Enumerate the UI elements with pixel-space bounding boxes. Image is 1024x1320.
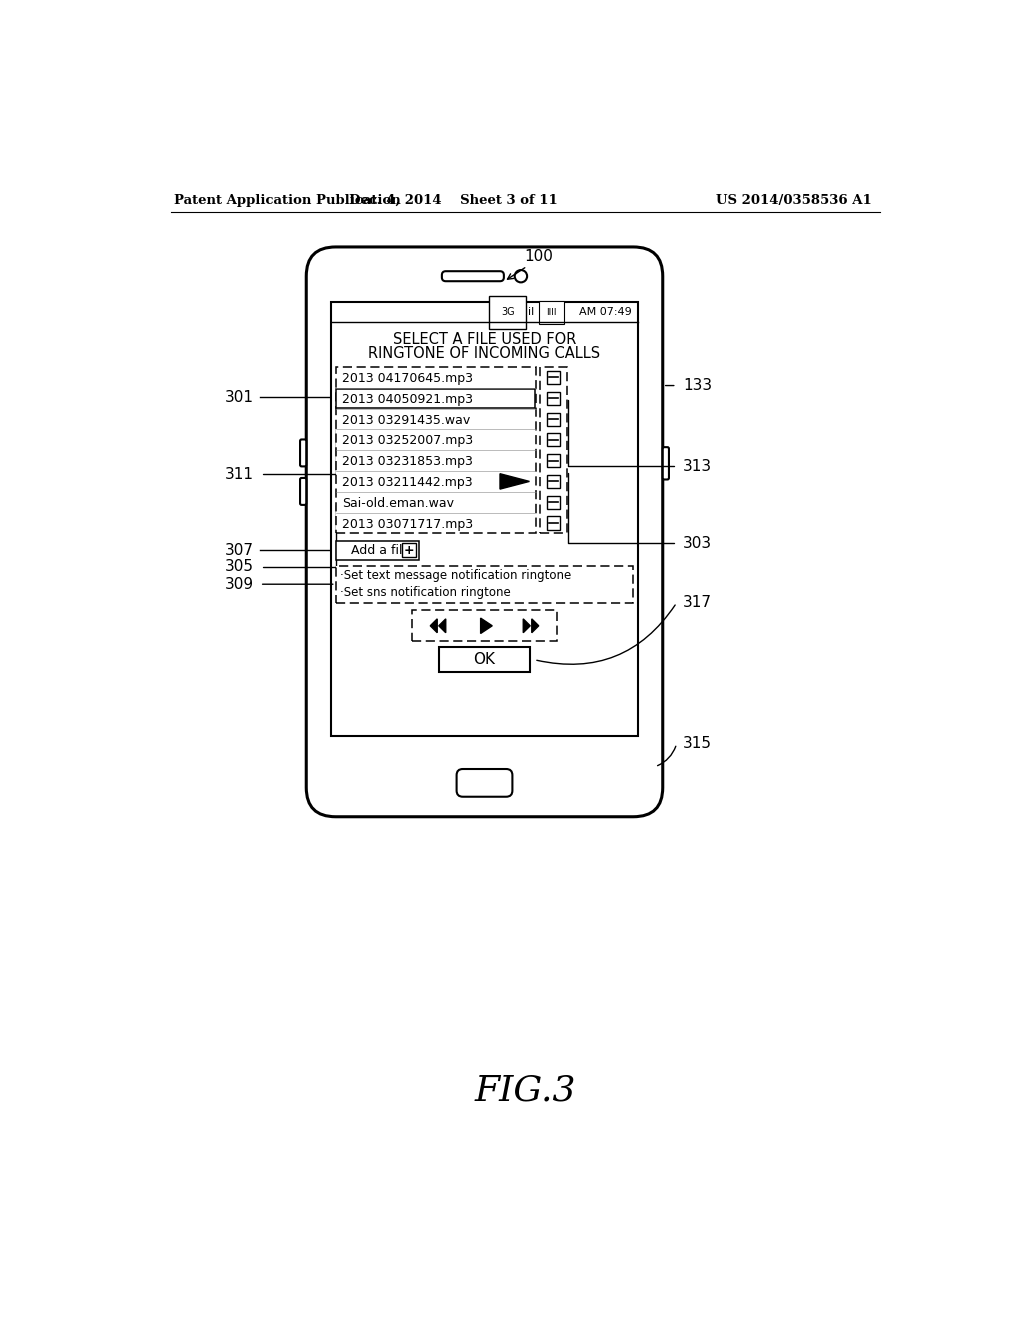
Polygon shape <box>430 619 437 632</box>
Text: 301: 301 <box>224 389 254 405</box>
Bar <box>438 647 530 672</box>
Bar <box>331 302 638 737</box>
Text: 303: 303 <box>683 536 712 550</box>
Text: 2013 03231853.mp3: 2013 03231853.mp3 <box>342 455 473 469</box>
Text: Sai-old.eman.wav: Sai-old.eman.wav <box>342 496 454 510</box>
Bar <box>547 516 560 529</box>
Text: 309: 309 <box>224 577 254 591</box>
Text: OK: OK <box>473 652 496 667</box>
Text: FIG.3: FIG.3 <box>474 1073 575 1107</box>
Bar <box>337 388 535 408</box>
Bar <box>547 392 560 405</box>
FancyBboxPatch shape <box>306 247 663 817</box>
Text: 2013 03211442.mp3: 2013 03211442.mp3 <box>342 477 472 488</box>
Text: AM 07:49: AM 07:49 <box>579 308 632 317</box>
Bar <box>336 566 633 603</box>
Text: il: il <box>528 308 535 317</box>
Text: Dec. 4, 2014    Sheet 3 of 11: Dec. 4, 2014 Sheet 3 of 11 <box>349 194 558 207</box>
Text: ·Set sns notification ringtone: ·Set sns notification ringtone <box>340 586 511 599</box>
Text: RINGTONE OF INCOMING CALLS: RINGTONE OF INCOMING CALLS <box>369 346 600 360</box>
Text: 2013 03252007.mp3: 2013 03252007.mp3 <box>342 434 473 447</box>
Polygon shape <box>523 619 530 632</box>
Polygon shape <box>480 618 493 634</box>
Text: 311: 311 <box>224 466 254 482</box>
FancyBboxPatch shape <box>663 447 669 479</box>
FancyBboxPatch shape <box>457 770 512 797</box>
Text: 2013 03291435.wav: 2013 03291435.wav <box>342 413 470 426</box>
Bar <box>402 544 417 557</box>
Bar <box>336 541 420 560</box>
Text: 2013 04170645.mp3: 2013 04170645.mp3 <box>342 372 473 385</box>
Text: 133: 133 <box>683 378 712 393</box>
Bar <box>547 495 560 508</box>
Text: IIII: IIII <box>546 308 556 317</box>
Text: 313: 313 <box>683 459 712 474</box>
FancyBboxPatch shape <box>300 440 306 466</box>
Text: 305: 305 <box>224 558 254 574</box>
Text: 100: 100 <box>524 249 553 264</box>
Text: 317: 317 <box>683 595 712 610</box>
FancyBboxPatch shape <box>300 478 306 506</box>
Text: 2013 04050921.mp3: 2013 04050921.mp3 <box>342 393 473 405</box>
Text: US 2014/0358536 A1: US 2014/0358536 A1 <box>716 194 872 207</box>
FancyBboxPatch shape <box>442 271 504 281</box>
Text: +: + <box>404 544 415 557</box>
Polygon shape <box>500 474 529 490</box>
Text: SELECT A FILE USED FOR: SELECT A FILE USED FOR <box>393 331 577 347</box>
Text: 315: 315 <box>683 737 712 751</box>
Text: 3G: 3G <box>501 308 515 317</box>
Bar <box>547 413 560 425</box>
Bar <box>547 433 560 446</box>
Bar <box>547 454 560 467</box>
Text: Patent Application Publication: Patent Application Publication <box>174 194 401 207</box>
Text: 2013 03071717.mp3: 2013 03071717.mp3 <box>342 517 473 531</box>
Polygon shape <box>531 619 539 632</box>
Bar <box>336 367 536 533</box>
Bar <box>547 371 560 384</box>
Text: ·Set text message notification ringtone: ·Set text message notification ringtone <box>340 569 571 582</box>
Bar <box>547 475 560 488</box>
Bar <box>541 367 566 533</box>
Bar <box>412 610 557 642</box>
Text: 307: 307 <box>224 543 254 558</box>
Polygon shape <box>438 619 445 632</box>
Text: Add a file: Add a file <box>351 544 411 557</box>
